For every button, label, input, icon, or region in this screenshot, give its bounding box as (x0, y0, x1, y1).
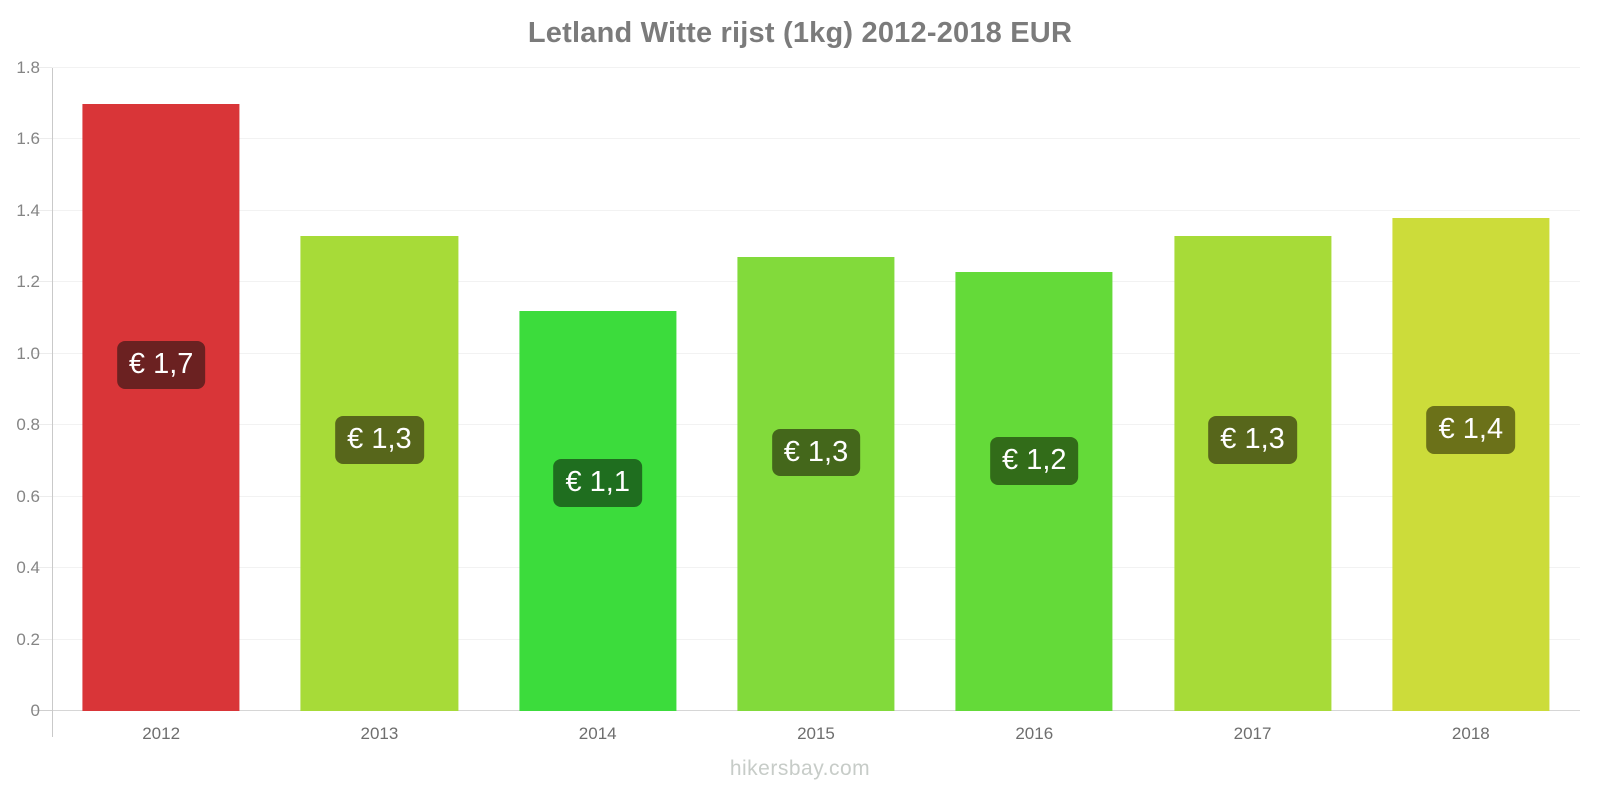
bar-2017[interactable]: € 1,3 (1173, 235, 1332, 711)
bar-group-2016: € 1,2 2016 (925, 68, 1143, 743)
y-tick-0.8 (32, 424, 52, 426)
y-tick-0.6 (32, 495, 52, 497)
bar-value-label-2014: € 1,1 (553, 459, 642, 507)
bar-value-label-2017: € 1,3 (1208, 416, 1297, 465)
y-tick-0 (32, 710, 52, 711)
y-tick-1.0 (32, 352, 52, 354)
y-tick-1.6 (32, 138, 52, 140)
y-tick-label-1.2: 1.2 (16, 272, 40, 292)
y-axis-line (52, 68, 53, 737)
bar-value-label-2015: € 1,3 (771, 428, 861, 477)
y-tick-0.4 (32, 567, 52, 569)
bar-value-label-2018: € 1,4 (1426, 406, 1516, 454)
bar-group-2015: € 1,3 2015 (707, 68, 925, 743)
bar-2012[interactable]: € 1,7 (82, 103, 240, 711)
gridline-1.8 (52, 67, 1580, 68)
x-tick-label-2015: 2015 (797, 724, 835, 743)
x-tick-label-2016: 2016 (1015, 724, 1054, 743)
plot-area: 0 0.2 0.4 0.6 0.8 1.0 1.2 1.4 1.6 1.8 € 1,7 2012 € … (16, 58, 1580, 743)
gridline-1.4 (52, 209, 1580, 211)
bar-2014[interactable]: € 1,1 (519, 310, 677, 711)
y-tick-label-1.8: 1.8 (16, 58, 40, 77)
y-tick-1.2 (32, 281, 52, 283)
bar-value-label-2013: € 1,3 (335, 416, 424, 465)
bar-group-2013: € 1,3 2013 (270, 68, 488, 743)
y-tick-1.8 (32, 67, 52, 68)
bar-group-2017: € 1,3 2017 (1143, 68, 1361, 743)
x-tick-label-2017: 2017 (1233, 724, 1272, 743)
y-tick-0.2 (32, 638, 52, 640)
x-tick-label-2013: 2013 (360, 724, 399, 743)
bar-2016[interactable]: € 1,2 (955, 271, 1113, 711)
y-tick-label-0: 0 (30, 701, 40, 720)
bar-value-label-2016: € 1,2 (990, 436, 1079, 485)
chart-title: Letland Witte rijst (1kg) 2012-2018 EUR (527, 17, 1073, 49)
x-tick-label-2014: 2014 (578, 724, 617, 743)
x-tick-label-2012: 2012 (142, 724, 181, 743)
bar-value-label-2012: € 1,7 (116, 340, 206, 389)
bar-group-2012: € 1,7 2012 (52, 68, 270, 743)
y-tick-label-0.4: 0.4 (16, 558, 40, 578)
y-tick-label-1.6: 1.6 (16, 129, 40, 149)
bar-group-2018: € 1,4 2018 (1362, 68, 1580, 743)
x-tick-label-2018: 2018 (1451, 724, 1490, 743)
bar-2015[interactable]: € 1,3 (737, 257, 895, 711)
y-tick-label-0.6: 0.6 (16, 486, 40, 506)
bar-2018[interactable]: € 1,4 (1392, 218, 1550, 711)
bar-2013[interactable]: € 1,3 (300, 235, 458, 711)
bar-series: € 1,7 2012 € 1,3 2013 € 1,1 2014 € 1,3 2015 € 1,… (52, 68, 1580, 743)
y-tick-label-1.4: 1.4 (16, 200, 40, 220)
gridline-1.6 (52, 138, 1580, 140)
bar-group-2014: € 1,1 2014 (489, 68, 707, 743)
y-tick-label-1.0: 1.0 (16, 343, 40, 363)
y-tick-label-0.2: 0.2 (16, 629, 40, 649)
y-tick-1.4 (32, 209, 52, 211)
y-tick-label-0.8: 0.8 (16, 415, 40, 435)
watermark-text: hikersbay.com (729, 757, 871, 780)
